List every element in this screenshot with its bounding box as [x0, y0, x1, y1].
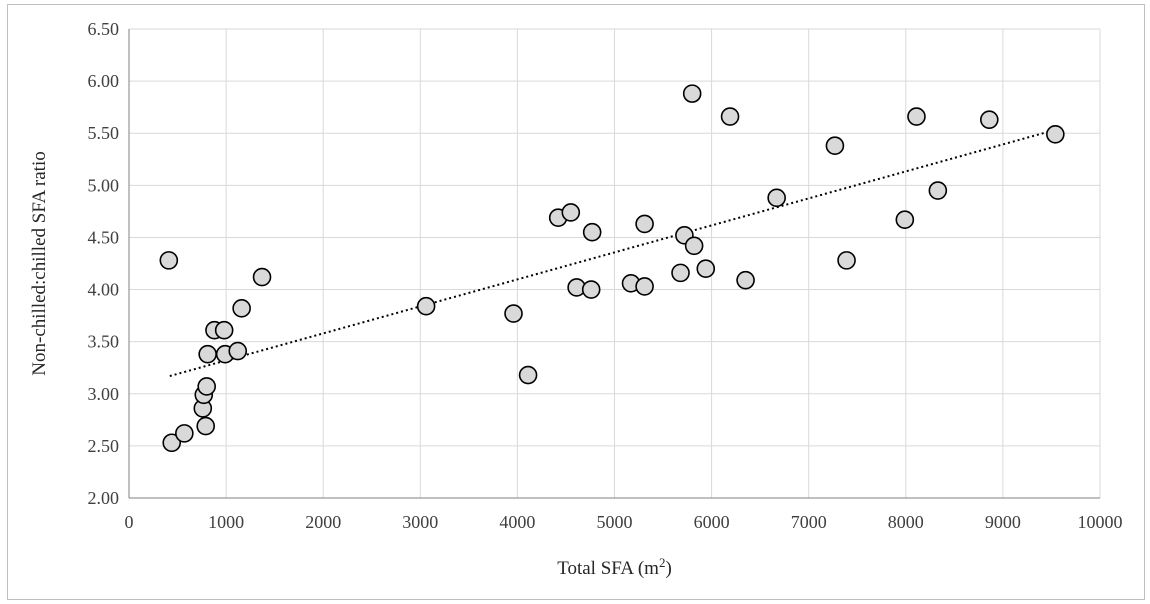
- data-point: [561, 203, 581, 222]
- data-point: [162, 433, 182, 453]
- x-tick-label: 1000: [208, 512, 244, 532]
- y-tick-label: 5.50: [88, 123, 120, 143]
- data-point: [518, 365, 538, 385]
- y-tick-label: 4.50: [88, 227, 120, 247]
- data-point: [196, 416, 216, 436]
- x-tick-label: 2000: [305, 512, 341, 532]
- data-point: [671, 263, 690, 283]
- data-point: [214, 320, 234, 340]
- x-tick-label: 6000: [694, 512, 730, 532]
- data-point: [504, 304, 523, 323]
- y-tick-label: 3.50: [88, 332, 120, 352]
- data-point: [696, 259, 716, 279]
- data-point: [159, 251, 179, 270]
- x-axis-title: Total SFA (m2): [557, 555, 672, 579]
- data-point: [682, 84, 702, 103]
- data-point: [720, 107, 740, 126]
- data-point: [980, 110, 999, 129]
- y-tick-labels: 2.00 2.50 3.00 3.50 4.00 4.50 5.00 5.50 6.00 6.50: [88, 19, 120, 508]
- x-tick-label: 3000: [402, 512, 438, 532]
- x-tick-label: 4000: [499, 512, 535, 532]
- y-tick-label: 6.00: [88, 71, 120, 91]
- data-point: [825, 136, 845, 156]
- data-point: [928, 181, 948, 200]
- data-point: [416, 296, 436, 316]
- trendline: [169, 129, 1055, 378]
- y-tick-label: 2.50: [88, 436, 120, 456]
- data-point: [635, 277, 654, 296]
- x-tick-label: 9000: [985, 512, 1021, 532]
- y-tick-label: 3.00: [88, 384, 120, 404]
- x-tick-label: 8000: [888, 512, 924, 532]
- y-tick-label: 4.00: [88, 280, 120, 300]
- y-tick-label: 2.00: [88, 488, 120, 508]
- y-tick-label: 6.50: [88, 19, 120, 39]
- axes: [128, 29, 1100, 499]
- x-tick-label: 7000: [791, 512, 827, 532]
- data-point: [581, 280, 601, 299]
- data-point: [837, 251, 856, 270]
- data-points: [159, 84, 1065, 453]
- x-tick-label: 0: [125, 512, 134, 532]
- data-point: [228, 341, 248, 361]
- data-point: [736, 270, 755, 290]
- data-point: [635, 214, 654, 234]
- data-point: [252, 267, 272, 287]
- chart-frame: [7, 4, 1145, 600]
- data-point: [232, 299, 251, 318]
- data-point: [197, 377, 216, 396]
- data-point: [684, 236, 704, 256]
- trendline-group: [169, 129, 1055, 378]
- data-point: [582, 222, 602, 242]
- data-point: [907, 107, 926, 126]
- y-tick-label: 5.00: [88, 175, 120, 195]
- x-tick-label: 10000: [1078, 512, 1123, 532]
- y-axis-title: Non-chilled:chilled SFA ratio: [29, 151, 50, 375]
- x-tick-labels: 0 1000 2000 3000 4000 5000 6000 7000 8000 9000 100…: [125, 512, 1123, 532]
- data-point: [175, 424, 194, 443]
- x-tick-label: 5000: [597, 512, 633, 532]
- data-point: [895, 210, 915, 230]
- data-point: [767, 188, 786, 208]
- gridlines: [129, 28, 1101, 498]
- data-point: [1046, 124, 1065, 144]
- data-point: [198, 344, 217, 364]
